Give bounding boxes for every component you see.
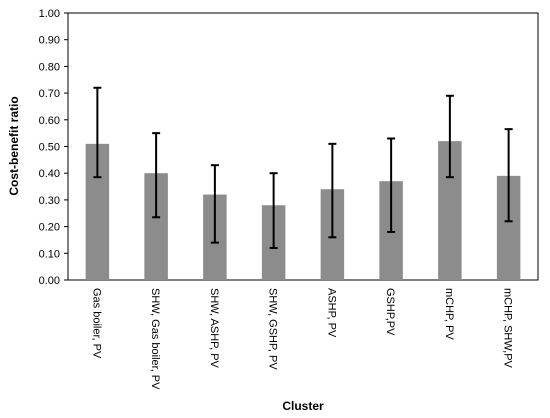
bar [85,143,110,280]
y-axis-title: Cost-benefit ratio [7,96,21,195]
x-category-label: SHW, ASHP, PV [208,288,220,369]
x-category-label: ASHP, PV [325,288,337,338]
y-axis-ticks: 0.00 0.10 0.20 0.30 0.40 0.50 0.60 0.70 0.80 0.90… [39,8,68,287]
y-tick-label: 0.30 [39,195,60,207]
y-tick-label: 1.00 [39,8,60,20]
y-tick-label: 0.00 [39,275,60,287]
x-category-label: SHW, Gas boiler, PV [149,288,161,390]
y-tick-label: 0.90 [39,35,60,47]
plot-area [67,12,539,281]
y-tick-label: 0.40 [39,168,60,180]
y-tick-label: 0.60 [39,115,60,127]
y-tick-label: 0.80 [39,61,60,73]
bar [438,141,462,280]
y-tick-label: 0.20 [39,222,60,234]
x-category-label: mCHP, PV [443,288,455,340]
x-category-label: GSHP,PV [384,288,396,336]
x-axis-title: Cluster [282,399,324,413]
x-category-label: Gas boiler, PV [90,288,102,359]
x-category-label: mCHP, SHW,PV [502,288,514,369]
x-axis-category-labels: Gas boiler, PV SHW, Gas boiler, PV SHW, AS… [90,288,513,390]
y-tick-label: 0.70 [39,88,60,100]
bar [144,173,168,280]
error-bars-group [93,86,513,249]
y-tick-label: 0.10 [39,248,60,260]
y-tick-label: 0.50 [39,142,60,154]
bar [496,175,521,280]
x-category-label: SHW, GSHP, PV [267,288,279,370]
